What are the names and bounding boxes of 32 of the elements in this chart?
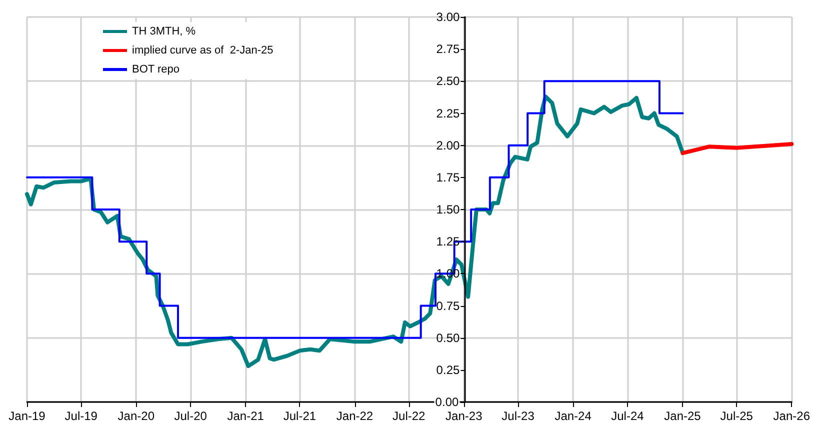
line-series — [680, 142, 794, 156]
y-tick-label: 0.75 — [436, 298, 460, 313]
x-tick-label: Jul-25 — [720, 409, 754, 423]
y-tick-label: 2.25 — [436, 106, 460, 120]
x-tick-label: Jan-19 — [8, 409, 46, 423]
x-tick-label: Jul-24 — [611, 409, 644, 423]
legend-label: BOT repo — [132, 64, 180, 76]
y-tick-label: 2.50 — [436, 74, 460, 88]
x-tick-label: Jul-19 — [64, 409, 98, 423]
x-tick-label: Jan-25 — [664, 409, 702, 423]
y-tick-label: 0.00 — [435, 395, 459, 409]
y-tick-label: 3.00 — [436, 10, 460, 24]
y-tick-label: 1.25 — [436, 234, 460, 249]
y-tick-label: 1.00 — [436, 266, 460, 281]
x-tick-label: Jul-22 — [392, 409, 426, 423]
y-tick-label: 2.00 — [436, 138, 460, 152]
y-tick-label: 1.50 — [436, 202, 460, 216]
legend-label: implied curve as of 2-Jan-25 — [132, 44, 274, 56]
x-tick-label: Jan-20 — [118, 409, 155, 423]
y-tick-label: 2.75 — [436, 42, 460, 56]
x-tick-label: Jan-21 — [227, 409, 264, 423]
legend-label: TH 3MTH, % — [132, 26, 196, 38]
x-tick-label: Jan-26 — [773, 409, 810, 423]
x-tick-label: Jul-21 — [283, 409, 316, 423]
x-tick-label: Jan-23 — [446, 409, 483, 423]
y-tick-label: 0.50 — [436, 330, 460, 345]
x-tick-label: Jan-22 — [336, 409, 374, 423]
x-tick-label: Jul-23 — [502, 409, 535, 423]
y-tick-label: 1.75 — [436, 170, 460, 184]
x-tick-label: Jan-24 — [554, 409, 592, 423]
x-tick-label: Jul-20 — [174, 409, 208, 423]
y-tick-label: 0.25 — [436, 362, 460, 377]
